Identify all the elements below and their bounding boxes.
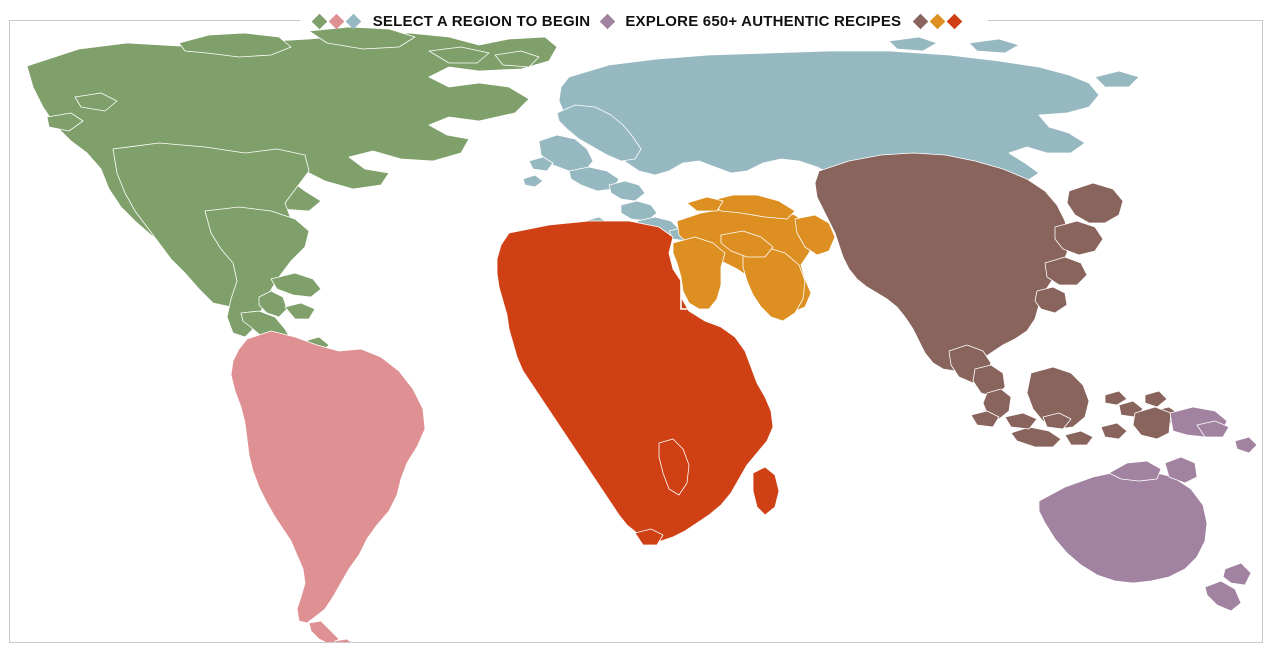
egypt-boundary <box>680 267 727 310</box>
region-africa[interactable] <box>496 220 780 546</box>
region-asia[interactable] <box>814 152 1182 448</box>
region-oceania[interactable] <box>1038 406 1258 612</box>
map-title-primary: SELECT A REGION TO BEGIN <box>372 12 591 30</box>
map-legend-header: SELECT A REGION TO BEGIN EXPLORE 650+ AU… <box>0 9 1274 33</box>
region-middle-east[interactable] <box>672 194 836 322</box>
europe-marker-icon[interactable] <box>345 13 361 29</box>
middle-east-marker-icon[interactable] <box>929 13 946 29</box>
frame-title-gap <box>300 14 988 27</box>
north-america-marker-icon[interactable] <box>311 13 327 29</box>
region-south-america[interactable] <box>230 330 426 642</box>
map-title-secondary: EXPLORE 650+ AUTHENTIC RECIPES <box>625 12 902 30</box>
south-america-marker-icon[interactable] <box>328 13 344 29</box>
oceania-marker-icon[interactable] <box>600 13 616 29</box>
africa-marker-icon[interactable] <box>946 13 963 29</box>
asia-marker-icon[interactable] <box>912 13 929 29</box>
legend-markers-right <box>912 13 963 29</box>
world-map-svg <box>26 26 1258 642</box>
world-map-container <box>9 21 1263 642</box>
legend-markers-left <box>311 13 361 29</box>
region-north-america[interactable] <box>26 26 558 364</box>
